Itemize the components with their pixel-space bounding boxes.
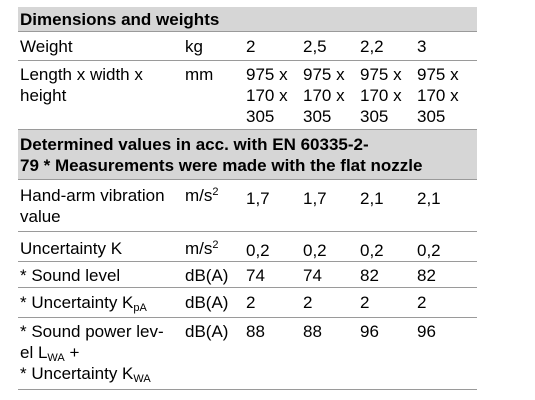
value-line: 170 x — [246, 86, 288, 105]
unit-base: m/s — [185, 239, 213, 258]
row-value: 96 — [360, 322, 379, 341]
row-unit: dB(A) — [185, 266, 229, 285]
row-value: 2 — [246, 37, 256, 56]
value-line: 975 x — [246, 65, 288, 84]
row-value: 74 — [246, 266, 265, 285]
row-label: * Uncertainty KpA — [20, 292, 147, 314]
label-base: * Uncertainty K — [20, 293, 134, 312]
row-unit: mm — [185, 65, 214, 84]
specs-table: Dimensions and weights Weight kg 2 2,5 2… — [18, 7, 477, 390]
table-row-sound-power-level: * Sound power lev- el LWA + * Uncertaint… — [18, 318, 477, 390]
row-value: 0,2 — [303, 241, 327, 260]
row-label-line: height — [20, 86, 67, 105]
row-value: 2 — [303, 293, 313, 312]
row-label: Weight — [20, 37, 73, 56]
row-unit: dB(A) — [185, 293, 229, 312]
row-label-line: Length x width x — [20, 65, 143, 84]
row-value: 2,5 — [303, 37, 327, 56]
row-value: 2 — [417, 293, 427, 312]
row-value: 3 — [417, 37, 427, 56]
row-label-line: Hand-arm vibration — [20, 186, 165, 205]
section-title-line: Determined values in acc. with EN 60335-… — [20, 135, 369, 154]
value-line: 305 — [417, 107, 446, 126]
row-label-line: el LWA + — [20, 342, 164, 364]
row-value: 975 x 170 x 305 — [417, 64, 459, 127]
row-value: 88 — [246, 322, 265, 341]
label-suffix: + — [64, 343, 80, 362]
row-unit: m/s2 — [185, 185, 219, 206]
row-label: * Sound power lev- el LWA + * Uncertaint… — [20, 321, 164, 385]
row-value: 82 — [360, 266, 379, 285]
unit-superscript: 2 — [212, 239, 219, 251]
value-line: 975 x — [417, 65, 459, 84]
unit-base: m/s — [185, 186, 213, 205]
table-row-hand-arm-vibration: Hand-arm vibration value m/s2 1,7 1,7 2,… — [18, 180, 477, 232]
row-value: 0,2 — [417, 241, 441, 260]
table-row-uncertainty-k: Uncertainty K m/s2 0,2 0,2 0,2 0,2 — [18, 232, 477, 262]
row-value: 96 — [417, 322, 436, 341]
row-value: 0,2 — [246, 241, 270, 260]
row-unit: kg — [185, 37, 203, 56]
row-label: Length x width x height — [20, 64, 143, 106]
row-unit: dB(A) — [185, 322, 229, 341]
row-value: 2 — [360, 293, 370, 312]
row-value: 975 x 170 x 305 — [303, 64, 345, 127]
value-line: 305 — [360, 107, 389, 126]
row-value: 975 x 170 x 305 — [246, 64, 288, 127]
row-value: 88 — [303, 322, 322, 341]
value-line: 975 x — [303, 65, 345, 84]
row-value: 82 — [417, 266, 436, 285]
label-subscript: WA — [47, 352, 65, 364]
table-row-sound-level: * Sound level dB(A) 74 74 82 82 — [18, 262, 477, 288]
table-row-weight: Weight kg 2 2,5 2,2 3 — [18, 32, 477, 61]
row-value: 74 — [303, 266, 322, 285]
value-line: 170 x — [360, 86, 402, 105]
table-row-dimensions: Length x width x height mm 975 x 170 x 3… — [18, 61, 477, 130]
value-line: 170 x — [303, 86, 345, 105]
section-header-determined-values: Determined values in acc. with EN 60335-… — [18, 130, 477, 180]
section-title: Dimensions and weights — [20, 10, 220, 29]
row-label: * Sound level — [20, 266, 121, 285]
row-value: 1,7 — [303, 189, 327, 208]
row-label: Uncertainty K — [20, 239, 123, 258]
row-value: 2,1 — [417, 189, 441, 208]
row-value: 1,7 — [246, 189, 270, 208]
label-base: el L — [20, 343, 48, 362]
row-value: 975 x 170 x 305 — [360, 64, 402, 127]
value-line: 975 x — [360, 65, 402, 84]
row-label: Hand-arm vibration value — [20, 185, 165, 227]
section-title-line: 79 * Measurements were made with the fla… — [20, 156, 423, 175]
row-label-line: value — [20, 207, 61, 226]
label-subscript: pA — [133, 302, 147, 314]
row-label-line: * Uncertainty KWA — [20, 363, 164, 385]
section-header-dimensions: Dimensions and weights — [18, 7, 477, 32]
value-line: 305 — [246, 107, 275, 126]
value-line: 305 — [303, 107, 332, 126]
label-base: * Uncertainty K — [20, 364, 134, 383]
unit-superscript: 2 — [212, 186, 219, 198]
row-value: 0,2 — [360, 241, 384, 260]
table-row-uncertainty-kpa: * Uncertainty KpA dB(A) 2 2 2 2 — [18, 288, 477, 318]
row-value: 2,1 — [360, 189, 384, 208]
row-unit: m/s2 — [185, 238, 219, 259]
row-value: 2,2 — [360, 37, 384, 56]
value-line: 170 x — [417, 86, 459, 105]
row-value: 2 — [246, 293, 256, 312]
label-subscript: WA — [133, 373, 151, 385]
row-label-line: * Sound power lev- — [20, 322, 164, 341]
